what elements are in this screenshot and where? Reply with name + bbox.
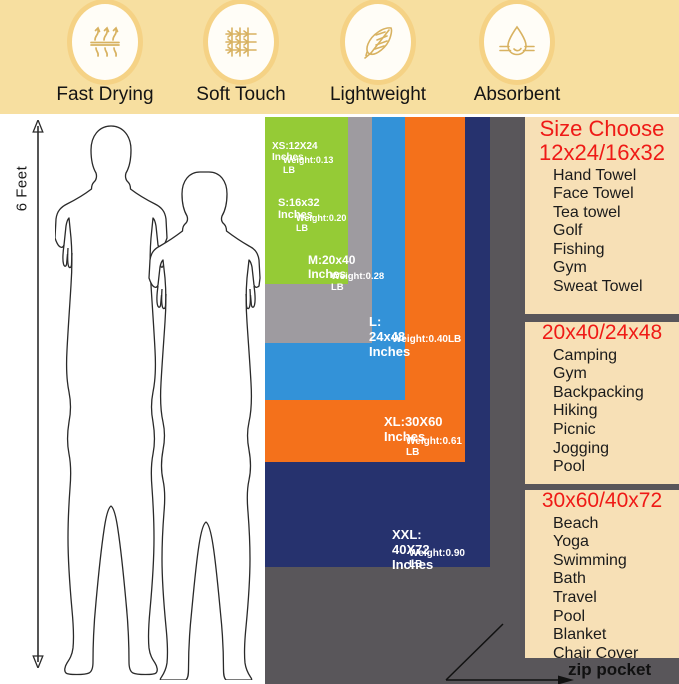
- panel-heading: Size Choose: [539, 116, 665, 141]
- size-weight-xs: Weight:0.13 LB: [283, 155, 334, 175]
- feature-fast-drying: Fast Drying: [35, 0, 175, 114]
- list-item: Camping: [553, 346, 618, 364]
- fast-drying-icon: [72, 4, 138, 80]
- size-weight-m: Weight:0.28 LB: [331, 271, 385, 293]
- panel-large-sizes: 30x60/40x72 Beach Yoga Swimming Bath Tra…: [525, 489, 679, 662]
- list-item: Hiking: [553, 402, 598, 420]
- list-item: Fishing: [553, 240, 605, 258]
- list-item: Pool: [553, 607, 586, 625]
- list-item: Chair Cover: [553, 644, 639, 662]
- feather-lightweight-icon: [345, 4, 411, 80]
- panel-heading: 30x60/40x72: [541, 489, 663, 512]
- list-item: Yoga: [553, 533, 589, 551]
- list-item: Golf: [553, 222, 583, 240]
- list-item: Travel: [553, 589, 597, 607]
- zip-pocket-label: zip pocket: [568, 660, 652, 679]
- panel-medium-sizes: 20x40/24x48 Camping Gym Backpacking Hiki…: [525, 321, 679, 484]
- size-label-l: L: 24x48 Inches: [369, 314, 411, 359]
- list-item: Beach: [553, 514, 599, 532]
- size-weight-xl: Weight:0.61 LB: [406, 436, 462, 458]
- feature-label: Soft Touch: [196, 84, 286, 105]
- list-item: Tea towel: [553, 203, 621, 221]
- list-item: Bath: [553, 570, 586, 588]
- list-item: Blanket: [553, 626, 607, 644]
- list-item: Hand Towel: [553, 166, 637, 184]
- list-item: Backpacking: [553, 383, 644, 401]
- size-label-xl: XL:30X60 Inches: [384, 414, 443, 444]
- size-weight-l: Weight:0.40LB: [392, 334, 462, 345]
- panel-use-list: Camping Gym Backpacking Hiking Picnic Jo…: [525, 347, 679, 477]
- feature-soft-touch: Soft Touch: [171, 0, 311, 114]
- size-label-xs: XS:12X24 Inches: [272, 141, 318, 163]
- panel-heading: 20x40/24x48: [541, 321, 663, 344]
- list-item: Face Towel: [553, 185, 634, 203]
- size-label-s: S:16x32 Inches: [278, 197, 320, 221]
- size-label-xxl: XXL: 40X72 Inches: [392, 527, 434, 572]
- panel-subheading: 12x24/16x32: [539, 139, 665, 165]
- water-droplet-absorbent-icon: [484, 4, 550, 80]
- feature-label: Fast Drying: [56, 84, 154, 105]
- feature-label: Absorbent: [473, 84, 561, 105]
- size-label-m: M:20x40 Inches: [308, 253, 356, 281]
- feature-banner: Fast Drying Soft Touch: [0, 0, 679, 114]
- list-item: Swimming: [553, 551, 627, 569]
- panel-use-list: Hand Towel Face Towel Tea towel Golf Fis…: [525, 167, 679, 297]
- list-item: Jogging: [553, 439, 610, 457]
- human-silhouettes: [55, 120, 265, 680]
- feature-lightweight: Lightweight: [308, 0, 448, 114]
- feature-label: Lightweight: [329, 84, 427, 105]
- list-item: Sweat Towel: [553, 278, 643, 296]
- panel-size-choose: Size Choose 12x24/16x32 Hand Towel Face …: [525, 117, 679, 314]
- list-item: Gym: [553, 259, 587, 277]
- feature-absorbent: Absorbent: [447, 0, 587, 114]
- size-weight-s: Weight:0.20 LB: [296, 213, 347, 233]
- panel-use-list: Beach Yoga Swimming Bath Travel Pool Bla…: [525, 515, 679, 664]
- soft-touch-weave-icon: [208, 4, 274, 80]
- list-item: Pool: [553, 458, 586, 476]
- zip-pocket-leader-line: [430, 620, 575, 684]
- height-scale-arrow: [30, 118, 46, 670]
- list-item: Gym: [553, 365, 587, 383]
- list-item: Picnic: [553, 421, 596, 439]
- size-rect-xs[interactable]: [265, 117, 348, 284]
- size-weight-xxl: Weight:0.90 LB: [409, 548, 465, 570]
- height-scale-label: 6 Feet: [13, 165, 31, 212]
